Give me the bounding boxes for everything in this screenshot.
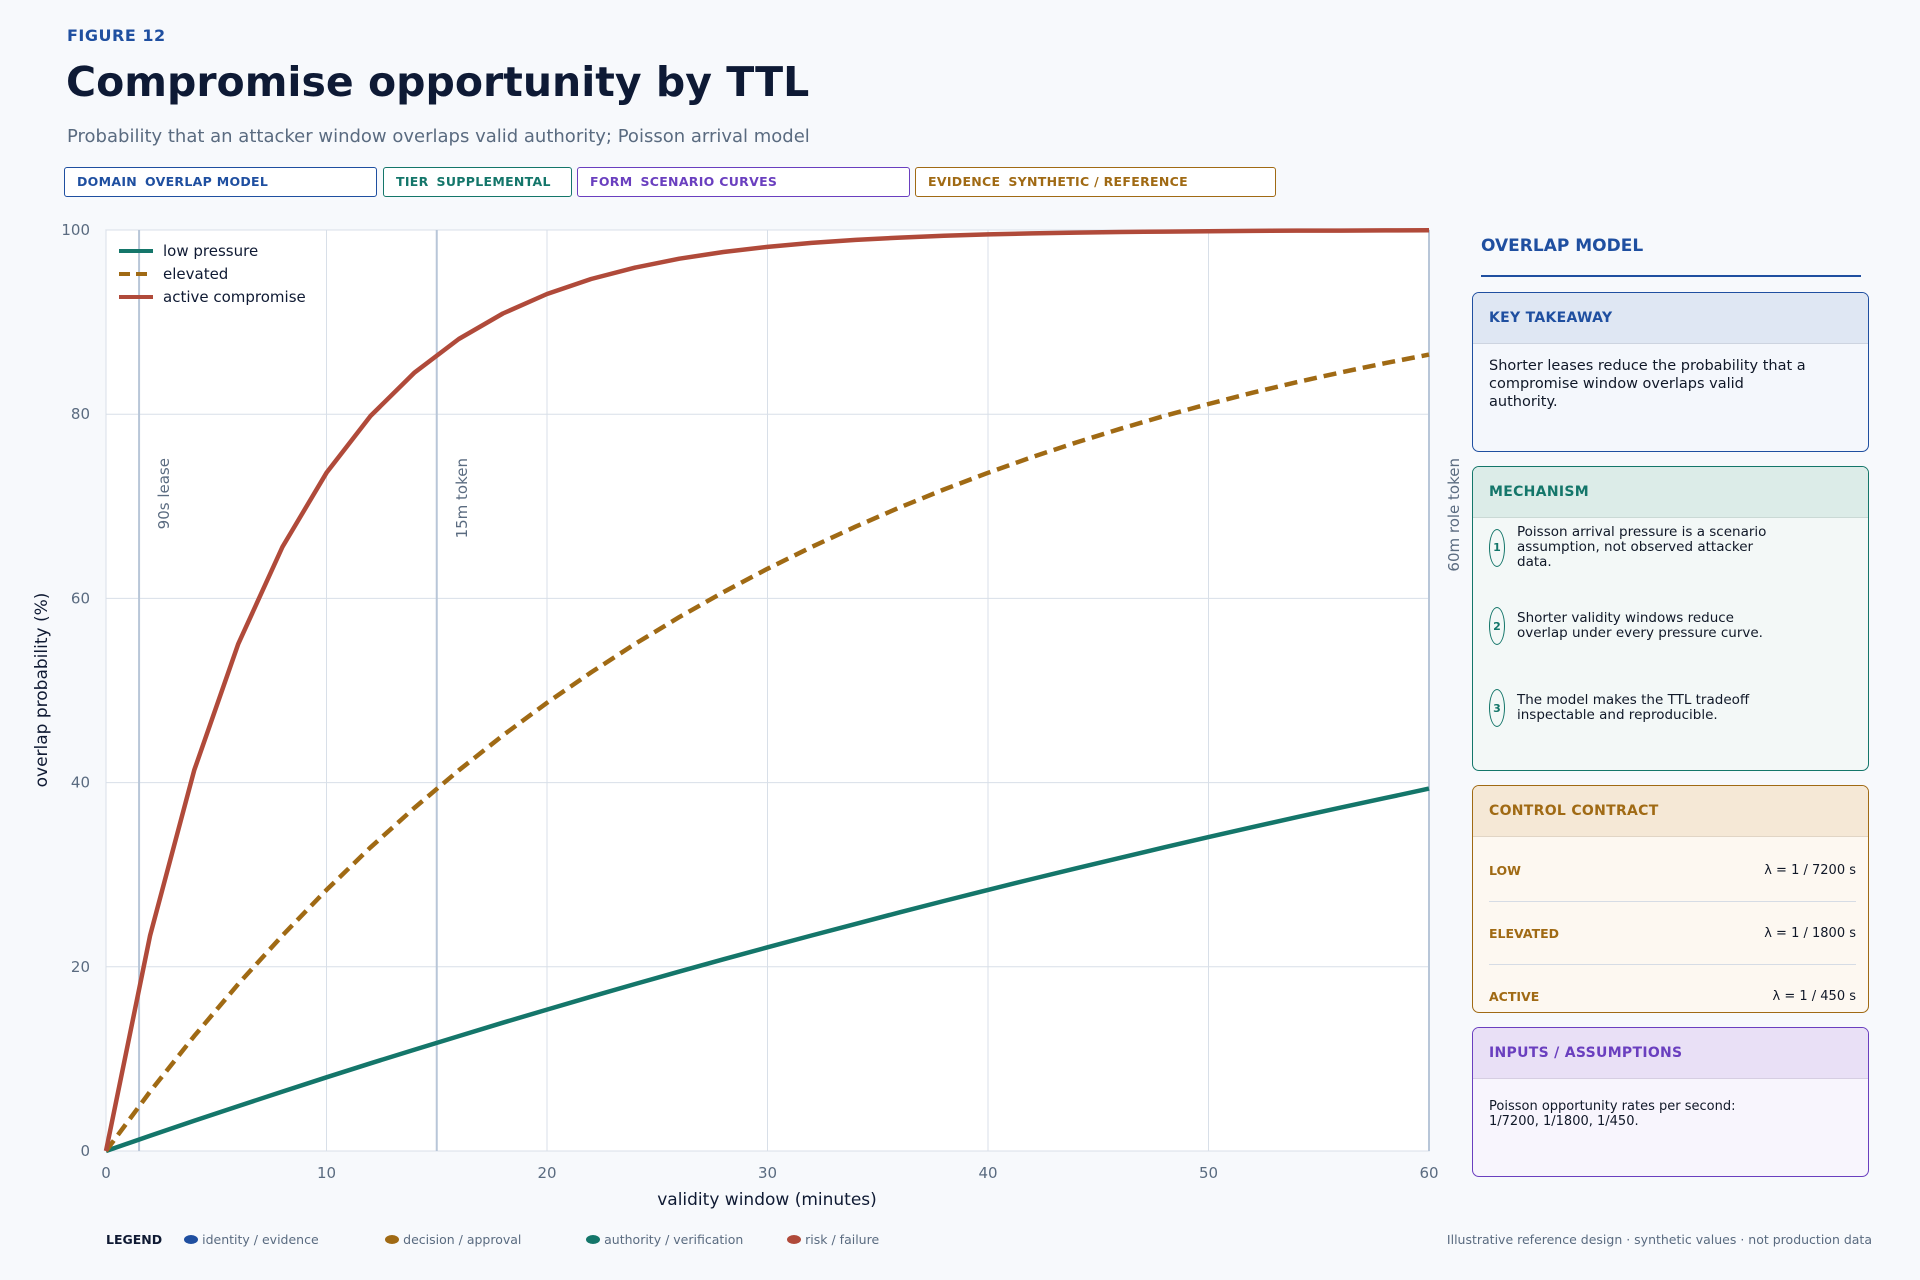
- bottom-legend-text: decision / approval: [403, 1232, 522, 1247]
- contract-value: λ = 1 / 1800 s: [1764, 926, 1856, 941]
- y-tick-label: 60: [71, 589, 90, 607]
- chip-form: FORM SCENARIO CURVES: [577, 167, 910, 197]
- reference-line-label: 90s lease: [155, 458, 173, 529]
- chip-key: DOMAIN: [77, 174, 138, 189]
- x-tick-label: 0: [101, 1164, 111, 1182]
- step-number: 1: [1489, 528, 1505, 567]
- contract-key: ELEVATED: [1489, 926, 1560, 941]
- key-takeaway-text: Shorter leases reduce the probability th…: [1489, 358, 1806, 410]
- bottom-legend-text: authority / verification: [604, 1232, 744, 1247]
- legend-label-low: low pressure: [163, 242, 258, 260]
- x-tick-label: 20: [537, 1164, 556, 1182]
- step-text: The model makes the TTL tradeoff inspect…: [1517, 692, 1750, 723]
- overlap-chart: 90s lease 15m token 60m role token 0 10 20 30…: [32, 221, 1460, 1210]
- legend-dot-icon: [385, 1235, 400, 1244]
- reference-line-label: 60m role token: [1445, 458, 1460, 572]
- control-contract-heading: CONTROL CONTRACT: [1473, 786, 1868, 837]
- x-tick-label: 30: [758, 1164, 777, 1182]
- step-number: 3: [1489, 689, 1505, 727]
- y-tick-label: 20: [71, 958, 90, 976]
- series-line-elevated: [104, 352, 1430, 1153]
- legend-label-active: active compromise: [163, 288, 306, 306]
- contract-key: ACTIVE: [1489, 989, 1540, 1004]
- side-panel-rule: [1481, 275, 1861, 277]
- chip-key: TIER: [396, 174, 429, 189]
- mechanism-heading: MECHANISM: [1473, 467, 1868, 518]
- bottom-legend-item: authority / verification: [586, 1232, 787, 1247]
- step-number: 2: [1489, 607, 1505, 645]
- mechanism-step: 1 Poisson arrival pressure is a scenario…: [1489, 525, 1787, 570]
- chip-evidence: EVIDENCE SYNTHETIC / REFERENCE: [915, 167, 1276, 197]
- page-subtitle: Probability that an attacker window over…: [67, 126, 810, 147]
- row-divider: [1489, 901, 1856, 902]
- y-tick-label: 40: [71, 774, 90, 792]
- key-takeaway-heading: KEY TAKEAWAY: [1473, 293, 1868, 344]
- y-tick-label: 0: [80, 1142, 90, 1160]
- series-line-active-compromise: [103, 228, 1430, 1152]
- contract-key: LOW: [1489, 863, 1521, 878]
- x-tick-label: 10: [317, 1164, 336, 1182]
- legend-label-elevated: elevated: [163, 265, 228, 283]
- x-tick-labels: 0 10 20 30 40 50 60: [101, 1164, 1438, 1182]
- inputs-card: INPUTS / ASSUMPTIONS Poisson opportunity…: [1472, 1027, 1869, 1177]
- contract-row-elevated: ELEVATED λ = 1 / 1800 s: [1489, 926, 1856, 941]
- contract-value: λ = 1 / 7200 s: [1764, 863, 1856, 878]
- chip-value: OVERLAP MODEL: [145, 174, 269, 189]
- side-panel-title: OVERLAP MODEL: [1481, 236, 1644, 256]
- legend-dot-icon: [787, 1235, 802, 1244]
- y-tick-label: 80: [71, 405, 90, 423]
- chip-key: EVIDENCE: [928, 174, 1001, 189]
- bottom-legend: LEGEND identity / evidence decision / ap…: [106, 1232, 879, 1247]
- x-tick-label: 50: [1199, 1164, 1218, 1182]
- y-axis-label: overlap probability (%): [32, 593, 52, 788]
- mechanism-step: 3 The model makes the TTL tradeoff inspe…: [1489, 689, 1787, 727]
- contract-row-low: LOW λ = 1 / 7200 s: [1489, 863, 1856, 878]
- x-axis-label: validity window (minutes): [657, 1190, 877, 1210]
- control-contract-card: CONTROL CONTRACT LOW λ = 1 / 7200 s ELEV…: [1472, 785, 1869, 1013]
- bottom-legend-item: risk / failure: [787, 1232, 879, 1247]
- step-text: Shorter validity windows reduce overlap …: [1517, 610, 1763, 641]
- legend-dot-icon: [184, 1235, 199, 1244]
- key-takeaway-card: KEY TAKEAWAY Shorter leases reduce the p…: [1472, 292, 1869, 452]
- chip-key: FORM: [590, 174, 633, 189]
- reference-lines: 90s lease 15m token 60m role token: [138, 230, 1460, 1151]
- inputs-heading: INPUTS / ASSUMPTIONS: [1473, 1028, 1868, 1079]
- bottom-legend-text: risk / failure: [805, 1232, 880, 1247]
- page-title: Compromise opportunity by TTL: [66, 58, 810, 106]
- row-divider: [1489, 964, 1856, 965]
- inputs-text: Poisson opportunity rates per second: 1/…: [1489, 1099, 1736, 1129]
- y-tick-label: 100: [61, 221, 90, 239]
- chip-value: SYNTHETIC / REFERENCE: [1008, 174, 1188, 189]
- chart-legend: low pressure elevated active compromise: [119, 242, 306, 306]
- chip-value: SCENARIO CURVES: [640, 174, 778, 189]
- legend-dot-icon: [586, 1235, 601, 1244]
- bottom-legend-item: identity / evidence: [184, 1232, 385, 1247]
- bottom-legend-text: identity / evidence: [202, 1232, 319, 1247]
- y-tick-labels: 0 20 40 60 80 100: [61, 221, 90, 1160]
- bottom-legend-label: LEGEND: [106, 1232, 163, 1247]
- chip-value: SUPPLEMENTAL: [436, 174, 551, 189]
- series-line-low-pressure: [105, 786, 1430, 1154]
- x-tick-label: 40: [978, 1164, 997, 1182]
- series-group: [103, 228, 1430, 1154]
- footnote: Illustrative reference design · syntheti…: [1446, 1232, 1872, 1247]
- chip-domain: DOMAIN OVERLAP MODEL: [64, 167, 377, 197]
- x-tick-label: 60: [1419, 1164, 1438, 1182]
- mechanism-step: 2 Shorter validity windows reduce overla…: [1489, 607, 1787, 645]
- contract-row-active: ACTIVE λ = 1 / 450 s: [1489, 989, 1856, 1004]
- bottom-legend-item: decision / approval: [385, 1232, 586, 1247]
- contract-value: λ = 1 / 450 s: [1772, 989, 1856, 1004]
- step-text: Poisson arrival pressure is a scenario a…: [1517, 524, 1767, 570]
- mechanism-card: MECHANISM 1 Poisson arrival pressure is …: [1472, 466, 1869, 771]
- figure-label: FIGURE 12: [67, 26, 166, 45]
- chip-tier: TIER SUPPLEMENTAL: [383, 167, 572, 197]
- reference-line-label: 15m token: [453, 458, 471, 538]
